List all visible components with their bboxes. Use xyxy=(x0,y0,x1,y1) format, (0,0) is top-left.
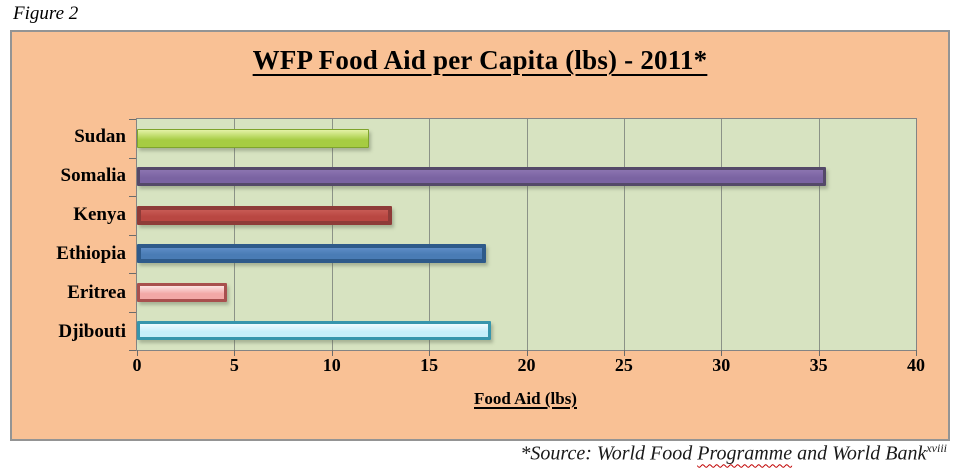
y-axis-tick xyxy=(129,350,136,351)
source-note-misspelled-word: Programme xyxy=(697,442,793,465)
x-axis-tick xyxy=(234,350,236,356)
category-label-sudan: Sudan xyxy=(74,126,126,148)
y-axis-tick xyxy=(129,234,136,236)
source-note-superscript: xviii xyxy=(926,441,947,455)
source-note: *Source: World Food Programme and World … xyxy=(520,441,947,466)
gridline xyxy=(623,119,625,350)
bar-eritrea xyxy=(137,282,227,302)
x-axis-tick xyxy=(429,350,431,356)
gridline xyxy=(818,119,820,350)
x-axis-tick xyxy=(818,350,820,356)
bar-somalia xyxy=(137,167,827,187)
gridline xyxy=(721,119,723,350)
bar-kenya xyxy=(137,205,393,225)
x-axis-tick-label: 0 xyxy=(132,355,142,375)
plot-area xyxy=(136,118,917,351)
x-axis-tick-label: 5 xyxy=(229,355,239,375)
category-label-djibouti: Djibouti xyxy=(58,320,126,342)
bar-ethiopia xyxy=(137,244,486,264)
source-note-suffix: and World Bank xyxy=(792,442,927,465)
x-axis-tick xyxy=(721,350,723,356)
category-label-ethiopia: Ethiopia xyxy=(56,242,126,264)
y-axis-tick xyxy=(129,273,136,274)
chart-title: WFP Food Aid per Capita (lbs) - 2011* xyxy=(252,45,708,75)
y-axis-tick xyxy=(129,157,136,159)
y-axis-tick xyxy=(129,311,136,313)
category-label-eritrea: Eritrea xyxy=(67,281,126,303)
x-axis-title: Food Aid (lbs) xyxy=(474,389,577,408)
x-axis-tick-label: 10 xyxy=(322,355,341,375)
x-axis-tick xyxy=(526,350,528,356)
category-label-somalia: Somalia xyxy=(60,165,126,187)
x-axis-tick-label: 35 xyxy=(809,355,828,375)
source-note-prefix: *Source: World Food xyxy=(520,442,698,465)
y-axis-tick xyxy=(129,196,136,197)
figure-label: Figure 2 xyxy=(13,3,79,24)
x-axis-tick-label: 20 xyxy=(517,355,536,375)
x-axis-tick-label: 40 xyxy=(907,355,925,375)
x-axis-tick-label: 15 xyxy=(420,355,439,375)
gridline xyxy=(331,119,333,350)
x-axis-tick-label: 25 xyxy=(614,355,633,375)
category-label-kenya: Kenya xyxy=(73,204,126,226)
gridline xyxy=(526,119,528,350)
gridline xyxy=(429,119,431,350)
x-axis-tick xyxy=(916,350,917,356)
x-axis-tick-label: 30 xyxy=(712,355,731,375)
gridline xyxy=(234,119,236,350)
x-axis-tick xyxy=(137,350,138,356)
y-axis-labels: Sudan Somalia Kenya Ethiopia Eritrea Djibouti xyxy=(12,118,126,351)
x-axis-tick xyxy=(623,350,625,356)
bar-sudan xyxy=(137,128,369,148)
x-axis-tick xyxy=(331,350,333,356)
bar-djibouti xyxy=(137,321,492,341)
chart-box: WFP Food Aid per Capita (lbs) - 2011* Su… xyxy=(10,30,950,441)
y-axis-tick xyxy=(129,119,136,120)
